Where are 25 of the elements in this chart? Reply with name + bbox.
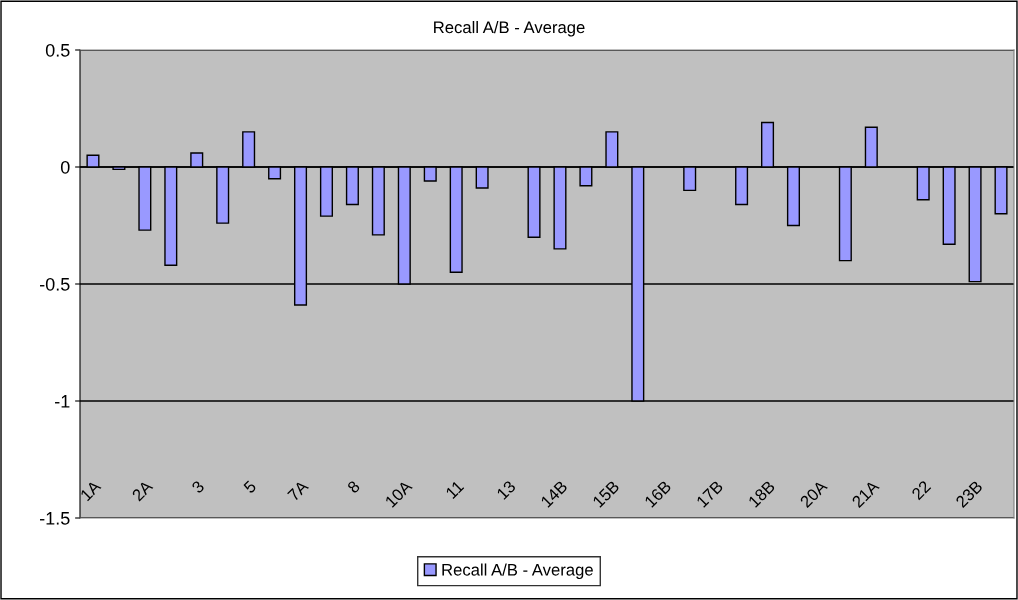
legend-label: Recall A/B - Average	[442, 563, 593, 579]
x-tick-label: 1A	[79, 479, 102, 502]
chart-title: Recall A/B - Average	[434, 21, 585, 37]
x-tick-label: 8	[346, 479, 361, 494]
y-tick-label: -1.5	[39, 512, 70, 525]
x-tick-label: 3	[190, 479, 205, 494]
y-tick-label: -1	[55, 395, 70, 408]
x-tick-label: 18B	[747, 480, 776, 508]
x-tick-label: 5	[242, 480, 257, 494]
x-tick-label: 17B	[696, 480, 724, 508]
x-tick-label: 11	[445, 480, 465, 499]
x-tick-label: 13	[496, 479, 517, 500]
x-tick-label: 23B	[955, 480, 984, 509]
x-tick-label: 15B	[592, 480, 620, 508]
x-tick-label: 2A	[131, 479, 154, 502]
x-tick-label: 16B	[643, 480, 672, 508]
x-tick-label: 7A	[287, 479, 310, 502]
x-tick-label: 22	[910, 480, 932, 501]
x-tick-label: 20A	[799, 479, 829, 509]
y-tick-label: -0.5	[39, 277, 70, 291]
x-tick-label: 14B	[540, 480, 568, 508]
y-tick-label: 0	[60, 160, 70, 174]
x-tick-label: 21A	[851, 479, 880, 509]
y-tick-label: 0.5	[45, 43, 70, 57]
x-tick-label: 10A	[384, 479, 413, 508]
